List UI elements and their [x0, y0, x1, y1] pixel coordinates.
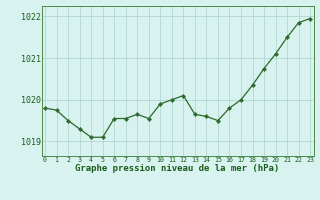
X-axis label: Graphe pression niveau de la mer (hPa): Graphe pression niveau de la mer (hPa) — [76, 164, 280, 173]
